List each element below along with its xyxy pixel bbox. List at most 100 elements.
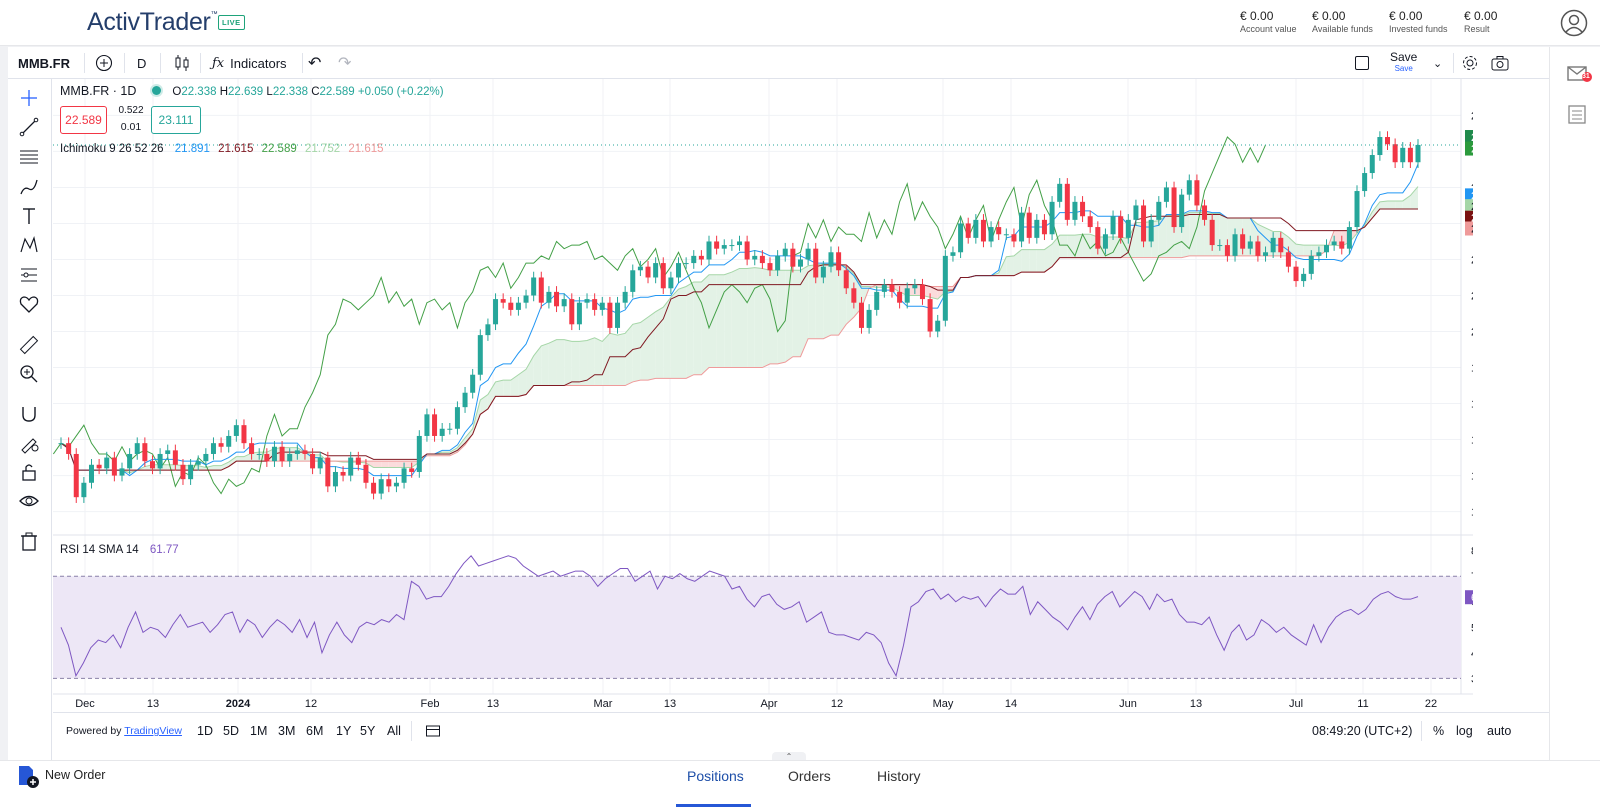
candle-body (1019, 212, 1025, 242)
candle-body (1194, 180, 1200, 206)
candle-body (904, 288, 910, 303)
trash-icon[interactable] (18, 530, 40, 552)
chart-canvas[interactable]: 23.00022.50022.00021.50021.00020.50020.0… (52, 79, 1549, 711)
candle-body (500, 299, 506, 303)
magnet-icon[interactable] (18, 403, 40, 425)
mail-icon[interactable] (1567, 64, 1593, 86)
candle-body (775, 255, 781, 271)
candle-body (1362, 173, 1368, 192)
new-order-button[interactable]: New Order (45, 768, 106, 782)
layout-button[interactable] (1354, 47, 1370, 79)
range-5y[interactable]: 5Y (360, 724, 376, 738)
cloud-segment (564, 339, 572, 386)
clock-time[interactable]: 08:49:20 (UTC+2) (1312, 724, 1413, 738)
range-6m[interactable]: 6M (306, 724, 324, 738)
save-dropdown[interactable]: ⌄ (1433, 47, 1442, 79)
right-rail: 31 (1549, 47, 1600, 760)
cloud-segment (602, 333, 610, 386)
tenkan-value: 21.891 (174, 143, 210, 155)
range-1y[interactable]: 1Y (336, 724, 352, 738)
tab-positions[interactable]: Positions (687, 768, 744, 784)
symbol-search[interactable]: MMB.FR (18, 55, 70, 71)
lock-icon[interactable] (18, 461, 40, 483)
indicators-button[interactable]: ƒx Indicators (212, 47, 287, 79)
candle-body (348, 457, 354, 476)
chikou-value: 22.589 (261, 143, 297, 155)
log-toggle[interactable]: log (1456, 724, 1473, 738)
candle-body (226, 435, 232, 447)
tab-orders[interactable]: Orders (788, 768, 831, 784)
account-value: € 0.00 Account value (1240, 9, 1297, 34)
redo-button[interactable]: ↷ (338, 47, 351, 79)
cloud-segment (548, 339, 557, 386)
range-5d[interactable]: 5D (223, 724, 239, 738)
candle-body (828, 252, 834, 267)
live-badge: LIVE (218, 15, 245, 30)
compare-button[interactable] (94, 47, 114, 79)
candle-body (851, 288, 857, 303)
percent-toggle[interactable]: % (1433, 724, 1445, 738)
ruler-icon[interactable] (18, 334, 40, 356)
cloud-segment (762, 268, 770, 368)
range-3m[interactable]: 3M (278, 724, 296, 738)
cloud-segment (1036, 249, 1045, 273)
buy-button[interactable]: 23.111 (151, 106, 201, 134)
cloud-segment (1006, 255, 1014, 276)
lock-drawing-icon[interactable] (18, 432, 40, 454)
range-1m[interactable]: 1M (250, 724, 268, 738)
rsi-legend[interactable]: RSI 14 SMA 14 61.77 (60, 544, 179, 556)
candle-body (927, 299, 933, 332)
eye-icon[interactable] (18, 490, 40, 512)
sell-button[interactable]: 22.589 (60, 106, 107, 134)
notification-count: 31 (1582, 73, 1590, 80)
candle-body (576, 302, 582, 325)
new-order-icon[interactable] (17, 765, 41, 789)
candle-body (637, 266, 643, 271)
save-button[interactable]: Save Save (1390, 47, 1417, 79)
invested-funds-label: Invested funds (1389, 24, 1448, 34)
text-tool-icon[interactable] (18, 205, 40, 227)
activtrader-logo[interactable]: ActivTrader™ (87, 8, 218, 37)
tab-history[interactable]: History (877, 768, 921, 784)
range-all[interactable]: All (387, 724, 401, 738)
price-tick-label: 20.000 (1471, 327, 1473, 339)
save-sublabel: Save (1394, 64, 1413, 73)
fib-retracement-icon[interactable] (18, 146, 40, 168)
interval-button[interactable]: D (137, 55, 147, 71)
candle-body (1118, 216, 1124, 238)
zoom-in-icon[interactable] (18, 363, 40, 385)
candle-body (1354, 191, 1360, 228)
brush-icon[interactable] (18, 176, 40, 198)
cloud-segment (381, 461, 389, 468)
symbol-title[interactable]: MMB.FR · 1D (60, 84, 137, 98)
price-tick-label: 20.500 (1471, 290, 1473, 302)
rsi-tick-label: 80.00 (1471, 546, 1473, 558)
panel-toggle-icon[interactable]: ⌃ (772, 752, 806, 761)
pattern-icon[interactable] (18, 234, 40, 256)
settings-button[interactable] (1460, 47, 1480, 79)
chart-plot-area[interactable]: 23.00022.50022.00021.50021.00020.50020.0… (52, 79, 1549, 711)
trend-line-icon[interactable] (18, 116, 40, 138)
chart-type-button[interactable] (173, 47, 191, 79)
auto-toggle[interactable]: auto (1487, 724, 1512, 738)
news-icon[interactable] (1566, 105, 1588, 125)
undo-button[interactable]: ↶ (308, 47, 321, 79)
prediction-icon[interactable] (18, 264, 40, 286)
cloud-segment (167, 464, 176, 471)
candle-body (706, 241, 712, 260)
candle-body (1316, 252, 1322, 256)
span-b-value: 21.615 (348, 143, 384, 155)
account-value-amount: € 0.00 (1240, 9, 1274, 23)
heart-icon[interactable] (18, 293, 40, 315)
date-range-icon[interactable] (425, 723, 441, 739)
crosshair-icon[interactable] (18, 87, 40, 109)
candle-body (416, 435, 422, 472)
time-tick-label: Jul (1289, 698, 1303, 710)
user-avatar-icon[interactable] (1560, 9, 1588, 37)
tradingview-link[interactable]: TradingView (124, 725, 182, 737)
snapshot-button[interactable] (1490, 47, 1510, 79)
account-value-label: Account value (1240, 24, 1297, 34)
range-1d[interactable]: 1D (197, 724, 213, 738)
ichimoku-legend[interactable]: Ichimoku 9 26 52 26 21.891 21.615 22.589… (60, 143, 384, 155)
candle-body (477, 335, 483, 375)
